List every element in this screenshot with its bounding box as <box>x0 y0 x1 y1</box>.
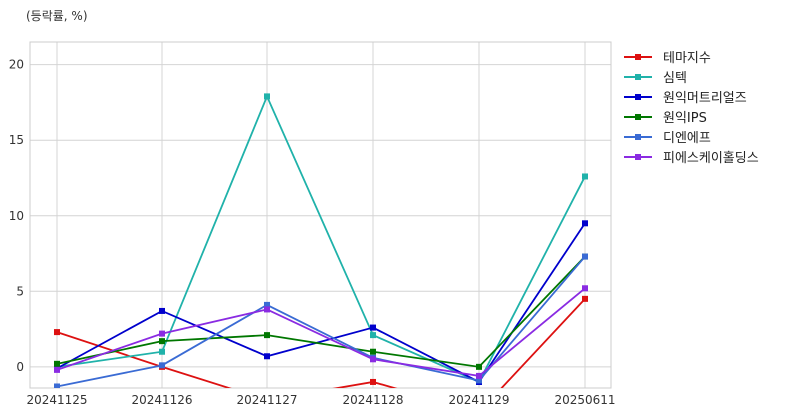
y-tick-label: 5 <box>16 284 24 298</box>
unit-label: (등락률, %) <box>26 9 88 23</box>
data-point <box>264 353 270 360</box>
legend-item: 원익IPS <box>624 111 707 126</box>
legend-label: 심텍 <box>663 71 687 86</box>
legend-marker <box>635 134 641 140</box>
data-point <box>370 324 376 331</box>
x-tick-label: 20241125 <box>26 393 87 407</box>
y-tick-label: 10 <box>9 209 24 223</box>
legend-item: 디엔에프 <box>624 131 711 146</box>
legend-marker <box>635 54 641 60</box>
legend-item: 테마지수 <box>624 51 711 66</box>
series-2 <box>54 220 588 385</box>
data-point <box>159 338 165 345</box>
plot-area <box>54 93 588 415</box>
legend-marker <box>635 94 641 100</box>
series-line <box>56 255 586 368</box>
series-4 <box>54 253 588 388</box>
y-tick-label: 20 <box>9 58 24 72</box>
legend-item: 심텍 <box>624 71 687 86</box>
grid <box>30 42 611 388</box>
data-point <box>370 348 376 355</box>
legend-label: 원익머트리얼즈 <box>663 91 747 106</box>
data-point <box>370 356 376 363</box>
data-point <box>159 307 165 314</box>
data-point <box>582 173 588 180</box>
series-line <box>56 222 586 384</box>
legend-label: 원익IPS <box>663 111 707 126</box>
data-point <box>264 332 270 339</box>
data-point <box>476 377 482 384</box>
series-line <box>56 298 586 388</box>
legend-label: 디엔에프 <box>663 131 711 146</box>
x-tick-labels: 20241125 20241126 20241127 20241128 20241129… <box>26 393 615 407</box>
series-line <box>56 287 586 377</box>
series-line <box>56 255 586 388</box>
legend-marker <box>635 114 641 120</box>
data-point <box>159 330 165 337</box>
legend-item: 피에스케이홀딩스 <box>624 151 759 166</box>
data-point <box>54 329 60 336</box>
data-point <box>370 378 376 385</box>
data-point <box>54 383 60 388</box>
data-point <box>476 363 482 370</box>
x-tick-label: 20241128 <box>342 393 403 407</box>
axes <box>29 41 612 389</box>
y-tick-label: 15 <box>9 133 24 147</box>
data-point <box>476 409 482 415</box>
data-point <box>54 366 60 373</box>
data-point <box>582 220 588 227</box>
x-tick-label: 20241127 <box>236 393 297 407</box>
data-point <box>159 362 165 369</box>
legend-label: 테마지수 <box>663 51 711 66</box>
data-point <box>476 372 482 379</box>
y-tick-label: 0 <box>16 360 24 374</box>
data-point <box>159 348 165 355</box>
legend-marker <box>635 74 641 80</box>
data-point <box>582 253 588 260</box>
x-tick-label: 20250611 <box>554 393 615 407</box>
plot-frame <box>29 41 612 389</box>
legend-label: 피에스케이홀딩스 <box>663 151 759 166</box>
x-tick-label: 20241129 <box>448 393 509 407</box>
legend-item: 원익머트리얼즈 <box>624 91 747 106</box>
data-point <box>54 360 60 367</box>
legend-marker <box>635 154 641 160</box>
data-point <box>264 301 270 308</box>
data-point <box>264 306 270 313</box>
y-tick-labels: 0 5 10 15 20 <box>9 58 24 374</box>
x-tick-label: 20241126 <box>131 393 192 407</box>
series-5 <box>54 285 588 379</box>
data-point <box>582 285 588 292</box>
data-point <box>582 295 588 302</box>
data-point <box>264 93 270 100</box>
data-point <box>370 332 376 339</box>
